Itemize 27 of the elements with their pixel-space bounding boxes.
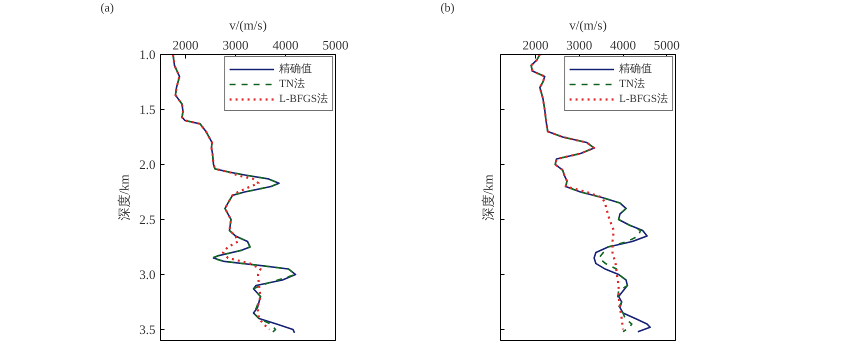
legend-label: TN法 <box>619 77 645 91</box>
y-tick-label: 1.0 <box>139 47 156 62</box>
y-tick-label: 3.5 <box>139 322 156 337</box>
legend-label: 精确值 <box>619 62 652 76</box>
y-axis-title: 深度/km <box>480 174 496 221</box>
text: (a) <box>100 0 114 14</box>
x-tick-label: 5000 <box>322 38 348 52</box>
x-tick-label: 2000 <box>172 38 198 52</box>
legend-label: TN法 <box>279 77 305 91</box>
x-axis-title: v/(m/s) <box>569 18 607 32</box>
x-tick-label: 2000 <box>522 38 548 52</box>
legend-label: L-BFGS法 <box>619 92 668 106</box>
line-series <box>172 54 271 331</box>
x-tick-label: 4000 <box>272 38 298 52</box>
y-tick-label: 2.0 <box>139 157 156 172</box>
x-tick-label: 3000 <box>566 38 592 52</box>
y-tick-label: 2.5 <box>139 212 156 227</box>
y-axis-title: 深度/km <box>116 174 132 221</box>
legend-label: 精确值 <box>279 62 312 76</box>
legend-label: L-BFGS法 <box>279 92 328 106</box>
y-tick-label: 3.0 <box>139 267 156 282</box>
y-tick-label: 1.5 <box>139 102 156 117</box>
x-tick-label: 4000 <box>610 38 636 52</box>
x-tick-label: 3000 <box>222 38 248 52</box>
x-axis-title: v/(m/s) <box>229 18 267 32</box>
x-tick-label: 5000 <box>654 38 680 52</box>
text: (b) <box>440 0 454 14</box>
